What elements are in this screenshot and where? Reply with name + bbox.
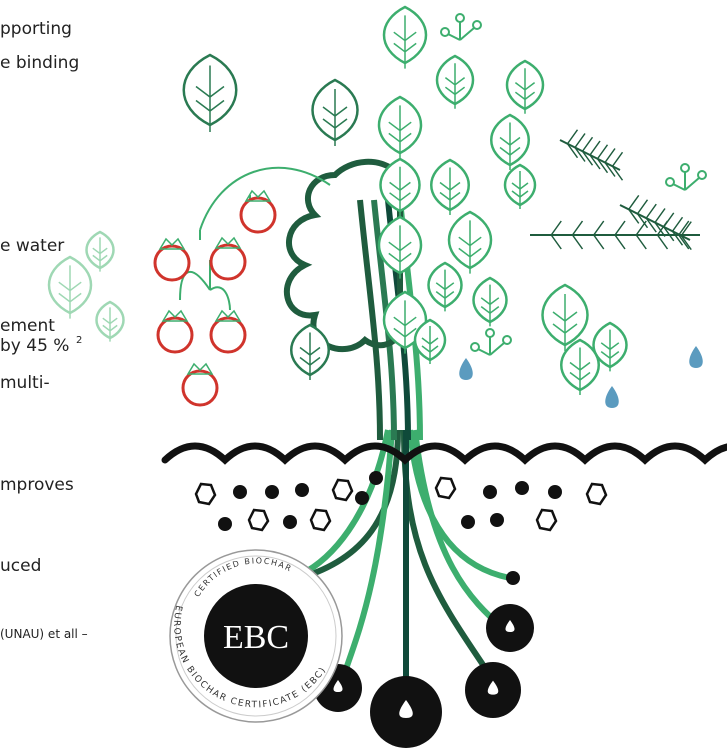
biochar-piece — [311, 510, 330, 530]
soil-particle — [283, 515, 297, 529]
badge-center-text: EBC — [223, 619, 289, 656]
berry — [456, 14, 464, 22]
tomato — [241, 198, 275, 232]
soil-particle — [355, 491, 369, 505]
text-line: pporting — [0, 19, 72, 39]
berry — [441, 28, 449, 36]
tomato — [158, 318, 192, 352]
soil-line — [165, 446, 727, 460]
soil-particle — [515, 481, 529, 495]
text-line: uced — [0, 556, 41, 576]
berry — [503, 336, 511, 344]
biochar-piece — [196, 484, 215, 504]
biochar-piece — [436, 478, 455, 498]
soil-particle — [218, 517, 232, 531]
text-line: mproves — [0, 475, 74, 495]
berry — [473, 21, 481, 29]
water-drop — [459, 358, 473, 380]
text-line: e binding — [0, 53, 79, 73]
tomato — [155, 246, 189, 280]
sprig — [673, 172, 699, 190]
root — [340, 430, 392, 688]
soil-particle — [548, 485, 562, 499]
text-line: ement — [0, 316, 55, 336]
berry — [471, 343, 479, 351]
sprig — [478, 337, 504, 355]
biochar-piece — [249, 510, 268, 530]
tomato — [183, 371, 217, 405]
soil-particle — [265, 485, 279, 499]
soil-particle — [369, 471, 383, 485]
tomato — [211, 318, 245, 352]
berry — [486, 329, 494, 337]
soil-particle — [233, 485, 247, 499]
text-line: multi- — [0, 373, 50, 393]
berry — [698, 171, 706, 179]
biochar-piece — [537, 510, 556, 530]
text-line: e water — [0, 236, 64, 256]
biochar-piece — [333, 480, 352, 500]
sprig — [448, 22, 474, 40]
ebc-badge: CERTIFIED BIOCHAR EUROPEAN BIOCHAR CERTI… — [170, 550, 342, 722]
text-column: pporting e binding e water ement by 45 %… — [0, 19, 88, 641]
page: pporting e binding e water ement by 45 %… — [0, 0, 727, 753]
illustration — [49, 7, 727, 748]
water-drop — [605, 386, 619, 408]
water-drop — [689, 346, 703, 368]
soil-particle — [461, 515, 475, 529]
soil-particle — [483, 485, 497, 499]
berry — [666, 178, 674, 186]
berry — [681, 164, 689, 172]
reference: (UNAU) et all – — [0, 627, 88, 641]
soil-particle — [295, 483, 309, 497]
biochar-piece — [587, 484, 606, 504]
text-line: by 45 % — [0, 336, 69, 356]
soil-particle — [490, 513, 504, 527]
root-node — [506, 571, 520, 585]
footnote-mark: 2 — [76, 335, 82, 346]
tomato — [211, 245, 245, 279]
